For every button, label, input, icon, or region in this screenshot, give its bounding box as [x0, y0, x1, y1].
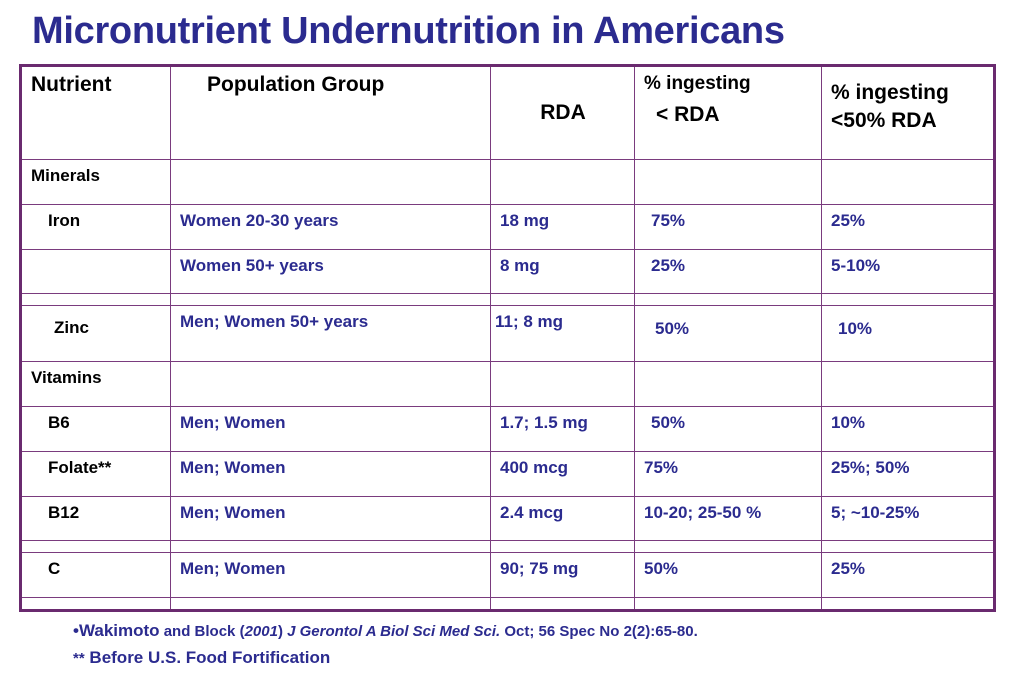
cell-population: Men; Women 50+ years — [170, 304, 491, 363]
citation-and-block: and Block ( — [159, 623, 245, 640]
cell-pct-below-rda — [634, 293, 822, 306]
table-row — [20, 596, 995, 612]
cell-nutrient — [20, 248, 171, 295]
cell-pct-below-rda: 50% — [634, 304, 822, 363]
fortification-footnote: ** Before U.S. Food Fortification — [73, 648, 330, 668]
cell-rda: 11; 8 mg — [490, 304, 635, 363]
cell-nutrient — [20, 293, 171, 306]
citation-bullet: • — [73, 621, 79, 640]
cell-rda — [490, 361, 635, 408]
cell-pct-below-rda: 10-20; 25-50 % — [634, 495, 822, 542]
table-row — [20, 293, 995, 306]
cell-pct-below-rda: 75% — [634, 203, 822, 250]
header-rda: RDA — [490, 65, 635, 160]
citation-close-paren: ) — [277, 623, 288, 640]
cell-pct-below-rda: 25% — [634, 248, 822, 295]
cell-population: Men; Women — [170, 495, 491, 542]
cell-rda: 8 mg — [490, 248, 635, 295]
cell-rda: 90; 75 mg — [490, 551, 635, 598]
section-label-minerals: Minerals — [20, 159, 171, 205]
cell-population: Men; Women — [170, 551, 491, 598]
cell-nutrient: Folate** — [20, 450, 171, 497]
cell-pct-below-half: 5-10% — [821, 248, 995, 295]
cell-rda: 18 mg — [490, 203, 635, 250]
table-row: B6 Men; Women 1.7; 1.5 mg 50% 10% — [20, 406, 995, 452]
cell-population — [170, 293, 491, 306]
cell-pct-below-rda — [634, 540, 822, 553]
cell-rda — [490, 159, 635, 205]
header-pct-below-rda-line2: < RDA — [656, 103, 720, 126]
table-row: Women 50+ years 8 mg 25% 5-10% — [20, 248, 995, 295]
cell-population — [170, 596, 491, 612]
cell-pct-below-rda: 75% — [634, 450, 822, 497]
header-pct-below-half-line2: <50% RDA — [831, 109, 937, 132]
cell-pct-below-half — [821, 293, 995, 306]
micronutrient-table: Nutrient Population Group RDA % ingestin… — [19, 64, 996, 612]
cell-population: Women 50+ years — [170, 248, 491, 295]
header-pct-below-rda: % ingesting < RDA — [634, 65, 822, 160]
cell-population: Men; Women — [170, 450, 491, 497]
cell-nutrient: B6 — [20, 406, 171, 452]
cell-pct-below-half — [821, 361, 995, 408]
cell-pct-below-rda — [634, 596, 822, 612]
cell-pct-below-half — [821, 540, 995, 553]
cell-pct-below-half: 5; ~10-25% — [821, 495, 995, 542]
table-row: Iron Women 20-30 years 18 mg 75% 25% — [20, 203, 995, 250]
citation-year: 2001 — [244, 623, 278, 640]
cell-rda — [490, 540, 635, 553]
cell-pct-below-rda: 50% — [634, 551, 822, 598]
cell-pct-below-half: 25% — [821, 551, 995, 598]
cell-rda: 1.7; 1.5 mg — [490, 406, 635, 452]
citation-author: Wakimoto — [78, 621, 160, 640]
table-row: C Men; Women 90; 75 mg 50% 25% — [20, 551, 995, 598]
table-row — [20, 540, 995, 553]
citation-footnote: •Wakimoto and Block (2001) J Gerontol A … — [73, 621, 698, 641]
header-pct-below-half-line1: % ingesting — [831, 81, 949, 104]
slide-title: Micronutrient Undernutrition in American… — [32, 10, 785, 52]
citation-details: Oct; 56 Spec No 2(2):65-80. — [500, 623, 698, 640]
footnote-text: Before U.S. Food Fortification — [84, 648, 331, 667]
table-row: Folate** Men; Women 400 mcg 75% 25%; 50% — [20, 450, 995, 497]
cell-pct-below-rda: 50% — [634, 406, 822, 452]
table-row: Zinc Men; Women 50+ years 11; 8 mg 50% 1… — [20, 304, 995, 363]
cell-nutrient: Iron — [20, 203, 171, 250]
cell-nutrient: Zinc — [20, 304, 171, 363]
cell-pct-below-half: 25% — [821, 203, 995, 250]
header-pct-below-half-rda: % ingesting <50% RDA — [821, 65, 995, 160]
cell-rda: 2.4 mcg — [490, 495, 635, 542]
cell-rda — [490, 293, 635, 306]
header-population-group: Population Group — [170, 65, 491, 160]
cell-pct-below-rda — [634, 361, 822, 408]
footnote-marker: ** — [73, 650, 85, 667]
table-row: B12 Men; Women 2.4 mcg 10-20; 25-50 % 5;… — [20, 495, 995, 542]
table-row: Vitamins — [20, 361, 995, 408]
table-row: Minerals — [20, 159, 995, 205]
cell-population — [170, 361, 491, 408]
cell-nutrient: C — [20, 551, 171, 598]
table-header-row: Nutrient Population Group RDA % ingestin… — [20, 65, 995, 160]
header-pct-below-rda-line1: % ingesting — [644, 73, 751, 94]
cell-pct-below-rda — [634, 159, 822, 205]
cell-population: Men; Women — [170, 406, 491, 452]
cell-pct-below-half — [821, 596, 995, 612]
cell-nutrient — [20, 540, 171, 553]
cell-population — [170, 159, 491, 205]
cell-population — [170, 540, 491, 553]
cell-rda: 400 mcg — [490, 450, 635, 497]
cell-pct-below-half: 25%; 50% — [821, 450, 995, 497]
cell-pct-below-half: 10% — [821, 406, 995, 452]
header-nutrient: Nutrient — [20, 65, 171, 160]
cell-nutrient — [20, 596, 171, 612]
section-label-vitamins: Vitamins — [20, 361, 171, 408]
cell-nutrient: B12 — [20, 495, 171, 542]
citation-journal: J Gerontol A Biol Sci Med Sci. — [287, 623, 501, 640]
cell-pct-below-half — [821, 159, 995, 205]
cell-population: Women 20-30 years — [170, 203, 491, 250]
cell-pct-below-half: 10% — [821, 304, 995, 363]
cell-rda — [490, 596, 635, 612]
